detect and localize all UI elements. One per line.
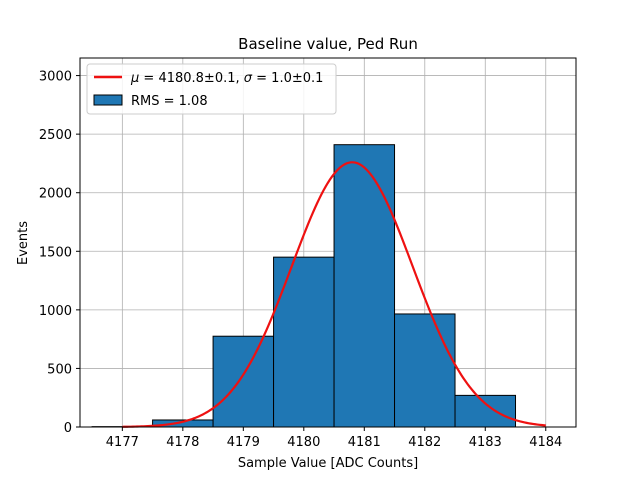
fit-curve-group [122,161,546,428]
y-tick-label-6: 3000 [39,70,72,85]
legend: μ = 4180.8±0.1, σ = 1.0±0.1 RMS = 1.08 [86,63,337,115]
y-tick-label-4: 2000 [39,187,72,202]
legend-sigma-value: = 1.0±0.1 [252,71,323,86]
y-axis-title: Events [16,221,31,265]
plot-frame [79,57,577,428]
x-tick-label-1: 4178 [166,435,199,450]
histogram-bars [91,144,517,428]
y-tick-label-5: 2500 [39,128,72,143]
legend-box [86,63,337,115]
histogram-bar-6 [454,394,517,428]
x-tick-label-6: 4183 [469,435,502,450]
y-tick-label-1: 500 [47,362,72,377]
y-tick-label-3: 1500 [39,245,72,260]
histogram-bar-4 [333,144,396,428]
x-tick-label-0: 4177 [106,435,139,450]
chart-title: Baseline value, Ped Run [238,35,418,53]
x-tick-label-3: 4180 [287,435,320,450]
gaussian-fit-curve [122,161,546,428]
histogram-bar-2 [212,335,275,428]
legend-fit-label: μ = 4180.8±0.1, σ = 1.0±0.1 [130,71,323,86]
x-axis-title: Sample Value [ADC Counts] [238,456,418,471]
legend-histogram-swatch [93,94,123,106]
y-axis-ticks: 0 500 1000 1500 2000 2500 3000 [39,70,80,436]
x-tick-label-7: 4184 [529,435,562,450]
x-tick-label-5: 4182 [408,435,441,450]
x-tick-label-4: 4181 [348,435,381,450]
x-tick-label-2: 4179 [227,435,260,450]
legend-mu-value: = 4180.8±0.1, [139,71,243,86]
legend-sigma-symbol: σ [244,71,253,86]
legend-histogram-label: RMS = 1.08 [131,94,208,109]
legend-mu-symbol: μ [130,71,139,86]
histogram-bar-3 [273,256,335,428]
y-tick-label-0: 0 [64,421,72,436]
histogram-bar-5 [394,313,456,428]
x-axis-ticks: 4177 4178 4179 4180 4181 4182 4183 4184 [106,427,562,450]
y-tick-label-2: 1000 [39,304,72,319]
